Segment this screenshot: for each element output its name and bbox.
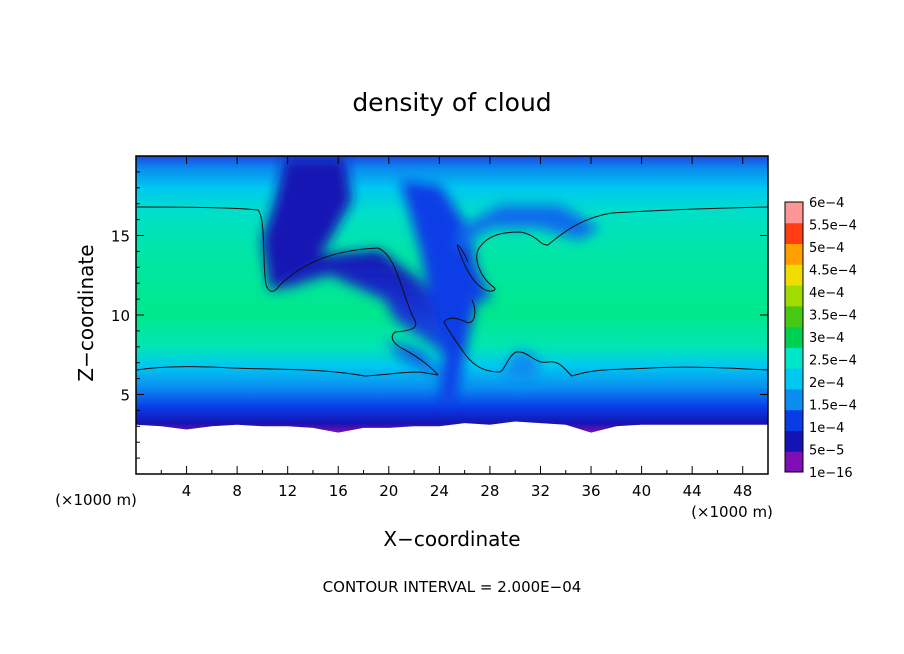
colorbar-swatch	[785, 368, 803, 390]
y-axis-ticks: 5 10 15	[111, 171, 768, 459]
colorbar-label: 3.5e−4	[809, 309, 857, 324]
colorbar-label: 3e−4	[809, 331, 844, 346]
colorbar-swatch	[785, 409, 803, 431]
x-tick-label: 12	[278, 482, 297, 500]
y-tick-label: 5	[120, 387, 130, 405]
contour-lower-left	[136, 366, 439, 377]
contour-right-upper	[456, 206, 769, 292]
x-axis-label: X−coordinate	[383, 527, 520, 551]
colorbar-swatch	[785, 347, 803, 369]
x-tick-label: 8	[232, 482, 242, 500]
colorbar-swatch	[785, 305, 803, 328]
y-axis-label: Z−coordinate	[74, 244, 98, 381]
colorbar-swatch	[785, 451, 803, 473]
contour-upper-left	[136, 206, 439, 376]
colorbar-label: 4e−4	[809, 286, 844, 301]
plume-right-arc	[455, 205, 600, 250]
colorbar-frame	[784, 201, 804, 473]
x-tick-label: 20	[379, 482, 398, 500]
x-tick-label: 4	[182, 482, 192, 500]
x-tick-label: 32	[531, 482, 550, 500]
x-axis-unit: (×1000 m)	[691, 503, 773, 521]
colorbar-label: 1e−16	[809, 466, 853, 481]
chart-title: density of cloud	[352, 88, 551, 117]
colorbar-label: 4.5e−4	[809, 264, 857, 279]
y-tick-label: 10	[111, 307, 130, 325]
colorbar-swatch	[785, 326, 803, 348]
colorbar-label: 5e−4	[809, 241, 844, 256]
colorbar-label: 5.5e−4	[809, 219, 857, 234]
contour-right-lower	[443, 299, 769, 377]
colorbar-label: 6e−4	[809, 196, 844, 211]
colorbar: 1e−16 5e−5 1e−4 1.5e−4 2e−4 2.5e−4 3e−4 3.5e−4 4…	[784, 196, 857, 481]
colorbar-label: 1e−4	[809, 421, 844, 436]
contour-interval-note: CONTOUR INTERVAL = 2.000E−04	[323, 578, 582, 596]
plume-bump-30	[505, 348, 540, 382]
x-axis-ticks: 4 8 12 16 20 24 28 32 36 40 44 48	[160, 156, 752, 500]
colorbar-swatch	[785, 264, 803, 286]
x-tick-label: 24	[430, 482, 449, 500]
x-tick-label: 28	[480, 482, 499, 500]
colorbar-swatch	[785, 202, 803, 224]
colorbar-swatch	[785, 243, 803, 265]
cloud-plume	[262, 158, 600, 410]
x-tick-label: 48	[733, 482, 752, 500]
plume-right-hook	[455, 250, 492, 300]
colorbar-label: 5e−5	[809, 444, 844, 459]
colorbar-label: 1.5e−4	[809, 399, 857, 414]
y-axis-unit: (×1000 m)	[55, 491, 137, 509]
x-tick-label: 36	[581, 482, 600, 500]
contour-lines	[136, 206, 769, 377]
x-tick-label: 16	[329, 482, 348, 500]
colorbar-swatch	[785, 285, 803, 307]
colorbar-swatch	[785, 388, 803, 411]
colorbar-label: 2e−4	[809, 376, 844, 391]
density-field	[136, 156, 768, 474]
plume-lower-tongue	[385, 340, 445, 378]
x-tick-label: 44	[683, 482, 702, 500]
plume-column	[262, 158, 352, 290]
plume-anvil	[268, 250, 450, 360]
y-tick-label: 15	[111, 228, 130, 246]
colorbar-swatch	[785, 222, 803, 245]
x-tick-label: 40	[632, 482, 651, 500]
cloud-base-mask	[136, 421, 768, 474]
colorbar-swatch	[785, 430, 803, 452]
colorbar-label: 2.5e−4	[809, 354, 857, 369]
